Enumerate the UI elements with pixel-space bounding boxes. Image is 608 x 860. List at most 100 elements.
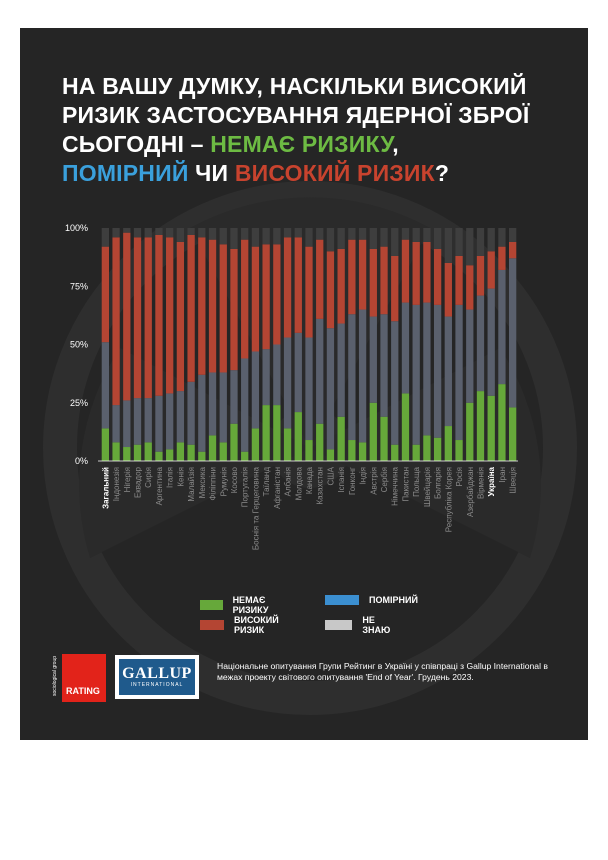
bar-segment-dont-know (305, 228, 313, 247)
bar-segment-no-risk (219, 442, 227, 461)
bar-segment-high-risk (133, 237, 142, 399)
bar-segment-no-risk (412, 444, 420, 461)
bar-segment-high-risk (294, 237, 302, 333)
bar-segment-moderate (326, 328, 335, 450)
y-tick-label: 25% (70, 398, 88, 408)
bar-segment-no-risk (423, 435, 431, 461)
bar-segment-moderate (133, 398, 142, 445)
y-tick-label: 100% (65, 223, 88, 233)
bar-segment-moderate (391, 321, 399, 445)
bar-segment-no-risk (487, 395, 495, 461)
bar-segment-moderate (476, 295, 485, 392)
x-tick-label: Пакистан (401, 467, 410, 502)
legend-item-high: ВИСОКИЙ РИЗИК (200, 615, 289, 635)
bar-segment-moderate (241, 358, 249, 452)
bar-segment-moderate (444, 316, 452, 427)
x-tick-label: Казахстан (316, 467, 325, 505)
bar-segment-dont-know (101, 228, 110, 247)
bar-segment-no-risk (262, 405, 270, 461)
infographic-panel: НА ВАШУ ДУМКУ, НАСКІЛЬКИ ВИСОКИЙ РИЗИК З… (20, 28, 588, 740)
bar-segment-no-risk (198, 451, 206, 461)
bar-segment-high-risk (455, 255, 463, 305)
bar-segment-no-risk (316, 423, 324, 461)
bar-segment-dont-know (337, 228, 345, 249)
x-tick-label: Україна (487, 466, 496, 496)
bar-segment-no-risk (348, 440, 356, 461)
bar-segment-moderate (251, 351, 260, 429)
x-tick-label: Швейцарія (423, 467, 432, 507)
bar-segment-high-risk (187, 234, 195, 382)
x-tick-label: Боснія та Герцеговина (251, 466, 260, 550)
bar-segment-moderate (230, 370, 238, 424)
x-tick-label: Іран (498, 467, 507, 483)
bar-segment-dont-know (144, 228, 152, 238)
legend-item-dont-know: НЕ ЗНАЮ (325, 615, 397, 635)
x-tick-label: Молдова (294, 466, 303, 500)
legend-swatch-dont-know (325, 620, 353, 630)
title-moderate: ПОМІРНИЙ (62, 160, 189, 186)
bar-segment-moderate (144, 398, 152, 443)
bar-segment-dont-know (187, 228, 195, 235)
bar-segment-no-risk (166, 449, 174, 461)
x-tick-label: Таїланд (262, 467, 271, 497)
legend-label-high: ВИСОКИЙ РИЗИК (234, 615, 279, 635)
bar-segment-high-risk (166, 237, 174, 394)
bar-segment-high-risk (262, 244, 270, 350)
bar-segment-moderate (358, 309, 367, 443)
gallup-logo-inner: GALLUP INTERNATIONAL (119, 659, 195, 695)
bar-segment-moderate (112, 405, 120, 443)
x-tick-label: Малайзія (187, 467, 196, 502)
bar-segment-dont-know (123, 228, 131, 233)
x-tick-label: Португалія (241, 467, 250, 507)
x-tick-label: Вірменія (476, 467, 485, 499)
gallup-logo: GALLUP INTERNATIONAL (115, 655, 199, 699)
x-tick-label: Іспанія (337, 467, 346, 493)
bar-segment-dont-know (241, 228, 249, 240)
x-tick-label: Канада (305, 466, 314, 494)
x-tick-label: Загальний (101, 467, 110, 509)
bar-segment-no-risk (294, 412, 302, 461)
y-tick-label: 75% (70, 281, 88, 291)
bar-segment-high-risk (208, 239, 217, 373)
bar-segment-no-risk (251, 428, 260, 461)
x-tick-label: Мексика (198, 466, 207, 498)
title-no-risk: НЕМАЄ РИЗИКУ (210, 131, 393, 157)
bar-segment-high-risk (316, 239, 324, 319)
bar-segment-high-risk (273, 244, 281, 345)
y-tick-label: 50% (70, 340, 88, 350)
bar-segment-no-risk (326, 449, 335, 461)
bar-segment-moderate (466, 309, 474, 403)
bar-segment-no-risk (133, 444, 142, 461)
x-tick-label: Італія (166, 467, 175, 488)
bar-segment-dont-know (251, 228, 260, 247)
bar-segment-dont-know (380, 228, 388, 247)
bar-segment-no-risk (101, 428, 110, 461)
bar-segment-dont-know (294, 228, 302, 238)
bar-segment-no-risk (369, 402, 377, 461)
bar-segment-high-risk (433, 248, 442, 305)
bar-segment-moderate (498, 269, 506, 385)
bar-segment-high-risk (144, 237, 152, 399)
bar-segment-high-risk (123, 232, 131, 401)
bar-segment-no-risk (391, 444, 399, 461)
bar-segment-moderate (262, 349, 270, 406)
bar-segment-high-risk (101, 246, 110, 343)
bar-segment-dont-know (155, 228, 163, 235)
x-tick-label: Еквадор (134, 466, 143, 498)
bar-segment-moderate (337, 323, 345, 417)
bar-segment-high-risk (219, 244, 227, 373)
x-tick-label: США (326, 466, 335, 485)
bar-segment-dont-know (283, 228, 292, 238)
bar-segment-moderate (187, 381, 195, 445)
x-tick-label: Сербія (380, 467, 389, 492)
bar-segment-moderate (508, 258, 517, 408)
bar-segment-dont-know (487, 228, 495, 252)
bar-segment-dont-know (133, 228, 142, 238)
bar-segment-moderate (101, 342, 110, 429)
rating-logo-subtitle: sociological group (52, 655, 58, 696)
bar-segment-no-risk (466, 402, 474, 461)
bar-segment-moderate (155, 395, 163, 452)
bar-segment-dont-know (508, 228, 517, 242)
source-note: Національне опитування Групи Рейтинг в У… (217, 661, 548, 682)
x-tick-label: Індія (359, 467, 368, 484)
